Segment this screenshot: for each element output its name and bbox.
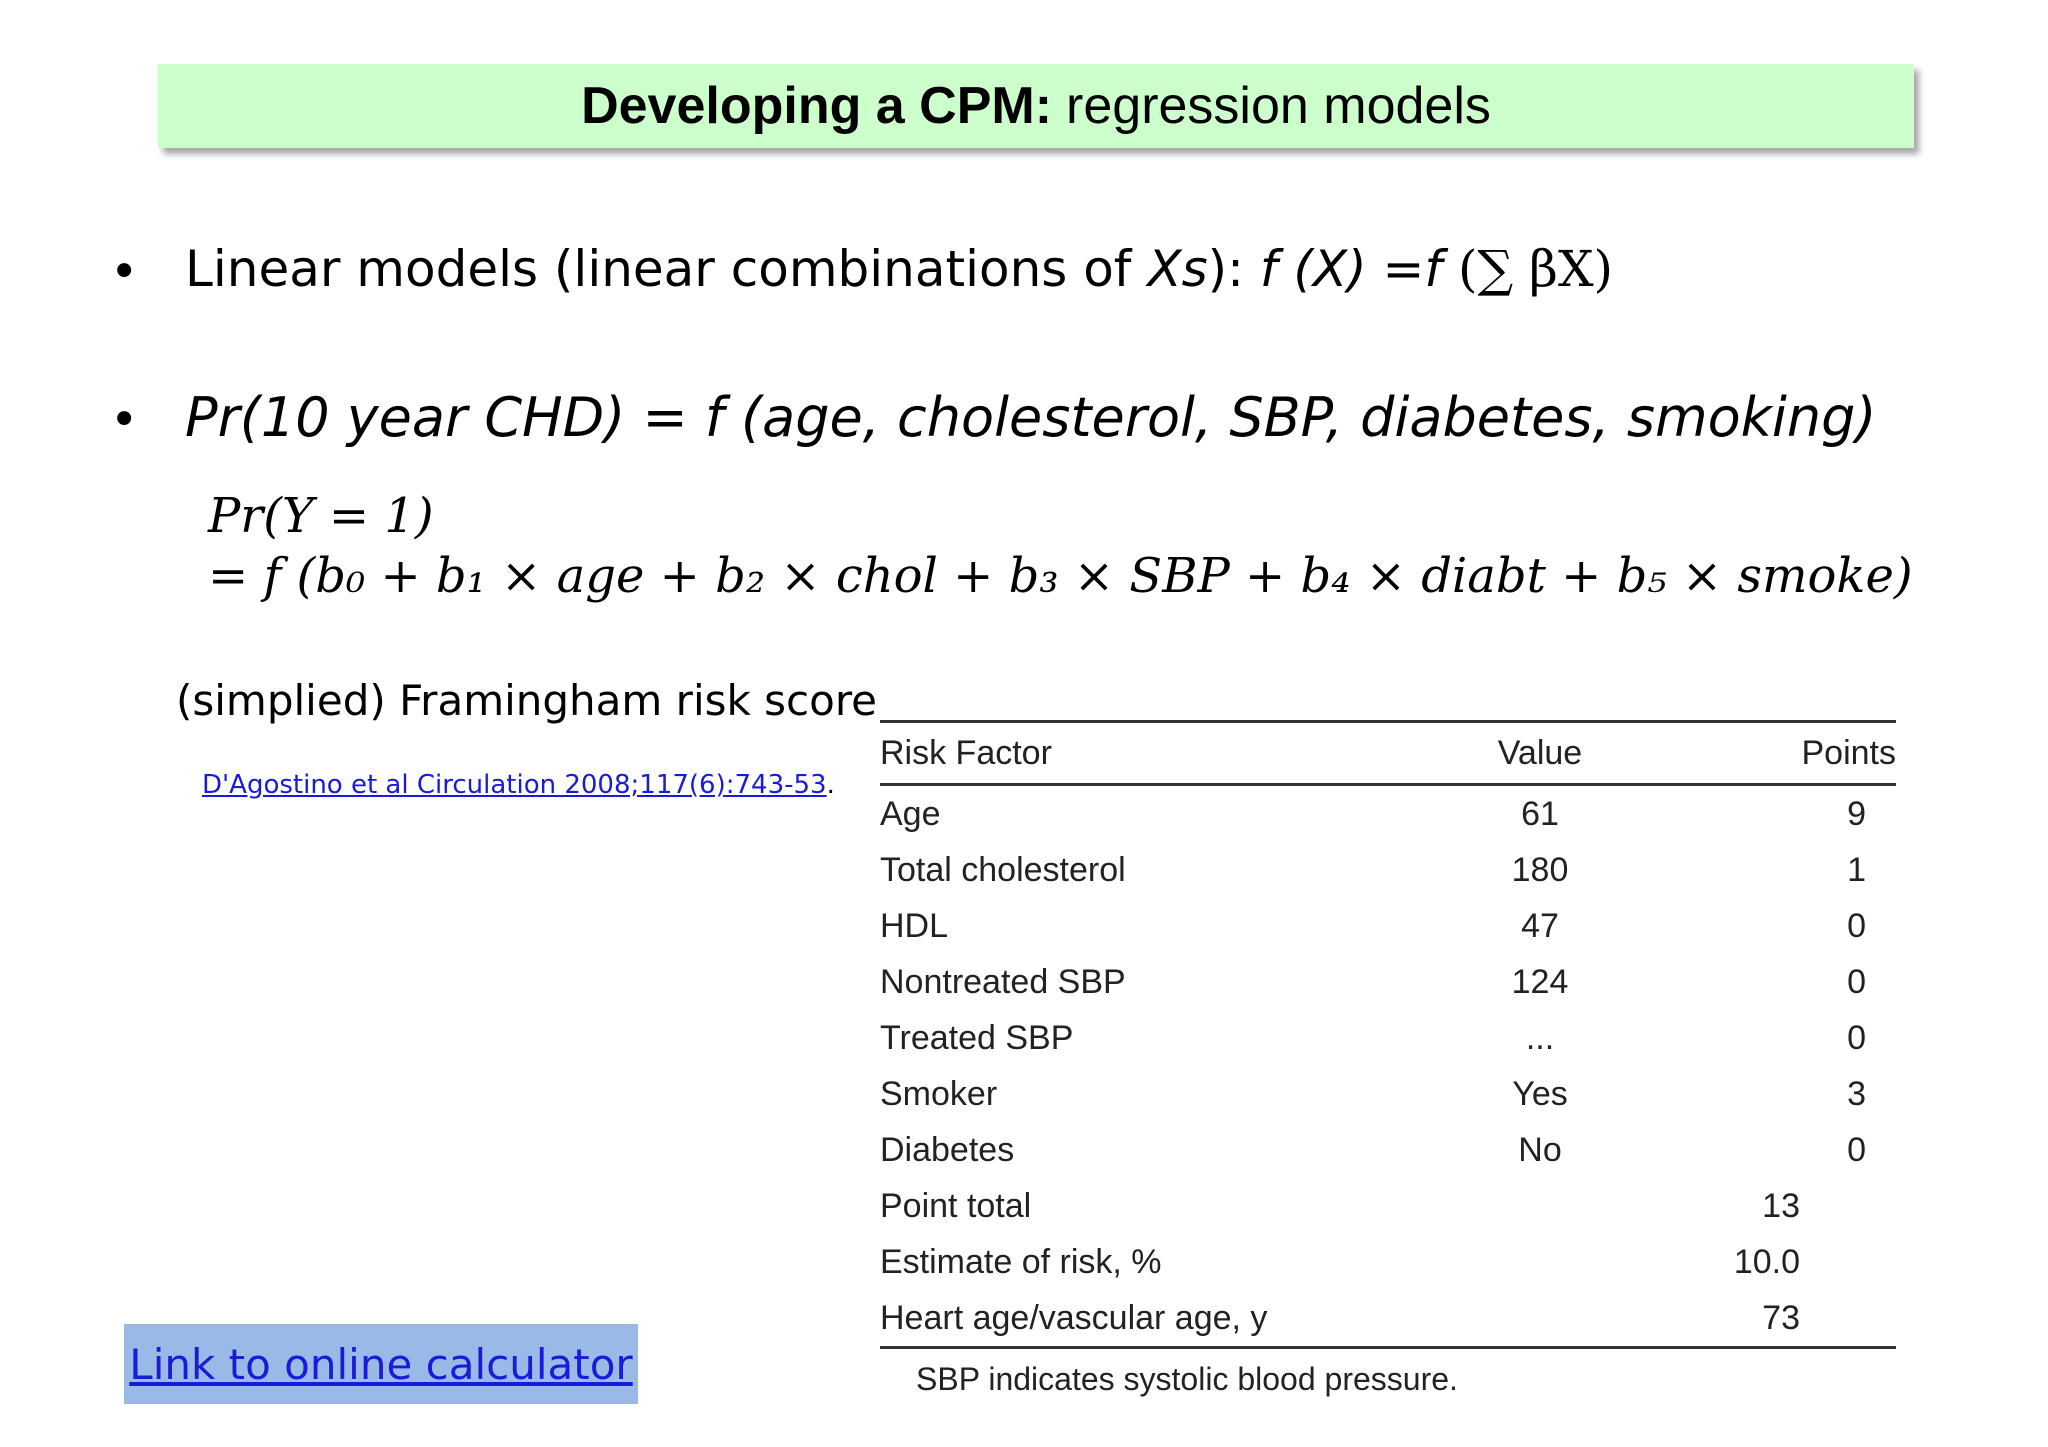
table-top-rule — [880, 720, 1896, 723]
cell-value: ... — [1525, 1018, 1555, 1057]
table-row: Nontreated SBP 124 0 — [880, 954, 1896, 1010]
table-row: Total cholesterol 180 1 — [880, 842, 1896, 898]
title-rest: regression models — [1066, 77, 1491, 135]
table-row: HDL 47 0 — [880, 898, 1896, 954]
total-value: 10.0 — [1733, 1242, 1800, 1281]
total-label: Estimate of risk, % — [880, 1242, 1162, 1281]
total-value: 13 — [1762, 1186, 1800, 1225]
table-total-row: Heart age/vascular age, y 73 — [880, 1290, 1896, 1346]
linear-prefix: Linear models (linear combinations of — [185, 240, 1148, 298]
linear-formula-f: f (X) =f — [1243, 240, 1458, 298]
title-bold: Developing a CPM: — [581, 77, 1053, 135]
cell-value: 124 — [1511, 962, 1569, 1001]
header-points: Points — [1801, 733, 1897, 772]
cell-value: No — [1518, 1130, 1562, 1169]
cell-value: Yes — [1512, 1074, 1568, 1113]
total-value: 73 — [1762, 1298, 1800, 1337]
reference: D'Agostino et al Circulation 2008;117(6)… — [202, 770, 835, 800]
cell-value: 61 — [1521, 794, 1559, 833]
slide-title: Developing a CPM: regression models — [158, 64, 1914, 148]
cell-factor: HDL — [880, 906, 949, 945]
online-calculator-link[interactable]: Link to online calculator — [124, 1324, 638, 1404]
table-total-row: Point total 13 — [880, 1178, 1896, 1234]
bullet-dot-2: • — [110, 392, 139, 448]
bullet-dot-1: • — [110, 244, 139, 300]
cell-factor: Smoker — [880, 1074, 998, 1113]
linear-formula-sum: (∑ βX) — [1457, 240, 1614, 298]
table-total-row: Estimate of risk, % 10.0 — [880, 1234, 1896, 1290]
table-footnote: SBP indicates systolic blood pressure. — [916, 1361, 1458, 1397]
framingham-table: Risk Factor Value Points Age 61 9 Total … — [880, 720, 1896, 1398]
cell-factor: Total cholesterol — [880, 850, 1126, 889]
cell-points: 0 — [1847, 962, 1866, 1001]
cell-points: 1 — [1847, 850, 1866, 889]
cell-points: 0 — [1847, 1018, 1866, 1057]
online-calculator-label[interactable]: Link to online calculator — [129, 1339, 633, 1389]
table-row: Smoker Yes 3 — [880, 1066, 1896, 1122]
bullet-chd: Pr(10 year CHD) = f (age, cholesterol, S… — [185, 386, 1877, 449]
linear-close: ): — [1207, 240, 1244, 298]
table-row: Diabetes No 0 — [880, 1122, 1896, 1178]
table-row: Age 61 9 — [880, 786, 1896, 842]
reference-link[interactable]: D'Agostino et al Circulation 2008;117(6)… — [202, 770, 827, 800]
table-caption: (simplied) Framingham risk score — [176, 676, 878, 725]
header-value: Value — [1497, 733, 1583, 772]
cell-points: 0 — [1847, 1130, 1866, 1169]
reference-trail: . — [826, 770, 835, 800]
cell-points: 9 — [1847, 794, 1866, 833]
table-row: Treated SBP ... 0 — [880, 1010, 1896, 1066]
equation-line-2: = f (b₀ + b₁ × age + b₂ × chol + b₃ × SB… — [208, 548, 1913, 604]
bullet-linear-models: Linear models (linear combinations of Xs… — [185, 240, 1613, 298]
equation-line-1: Pr(Y = 1) — [208, 488, 434, 544]
table-header-row: Risk Factor Value Points — [880, 723, 1896, 783]
table-header-rule — [880, 783, 1896, 786]
header-risk-factor: Risk Factor — [880, 733, 1052, 772]
linear-xs: Xs — [1147, 240, 1208, 298]
cell-value: 47 — [1521, 906, 1559, 945]
cell-factor: Diabetes — [880, 1130, 1015, 1169]
cell-factor: Nontreated SBP — [880, 962, 1126, 1001]
total-label: Point total — [880, 1186, 1032, 1225]
cell-factor: Treated SBP — [880, 1018, 1074, 1057]
table-bottom-rule — [880, 1346, 1896, 1349]
total-label: Heart age/vascular age, y — [880, 1298, 1268, 1337]
cell-factor: Age — [880, 794, 941, 833]
cell-points: 3 — [1847, 1074, 1866, 1113]
cell-points: 0 — [1847, 906, 1866, 945]
cell-value: 180 — [1511, 850, 1569, 889]
